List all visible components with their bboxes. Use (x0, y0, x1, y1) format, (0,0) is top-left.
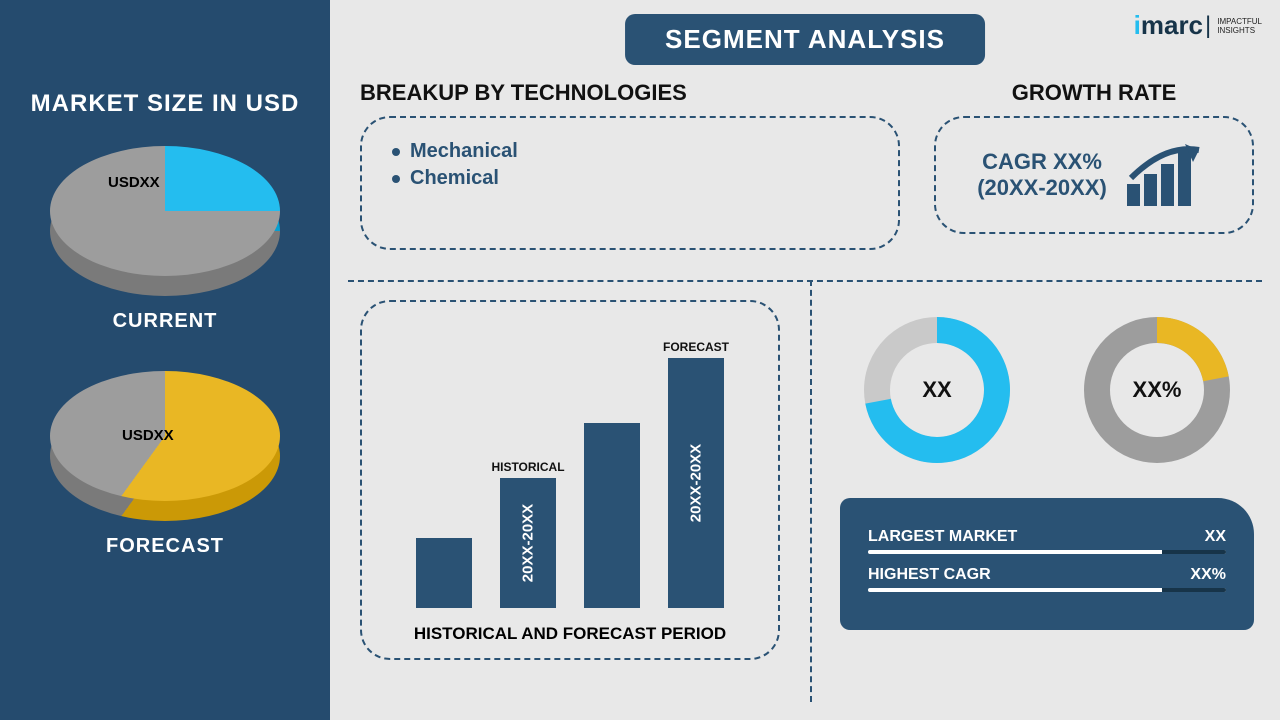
info-value: XX% (1190, 566, 1226, 584)
pie-forecast: USDXX FORECAST (50, 371, 280, 558)
growth-section: GROWTH RATE CAGR XX% (20XX-20XX) (934, 80, 1254, 234)
bar: FORECAST20XX-20XX (668, 358, 724, 608)
info-label: LARGEST MARKET (868, 528, 1017, 546)
pie-caption: FORECAST (106, 535, 224, 558)
divider-horizontal (348, 280, 1262, 282)
pie-value-label: USDXX (122, 427, 174, 444)
divider-vertical (810, 280, 812, 702)
market-size-panel: MARKET SIZE IN USD USDXX CURRENT USDXX F… (0, 0, 330, 720)
breakup-item: Chemical (392, 167, 868, 190)
bar-top-label: FORECAST (663, 340, 729, 354)
info-value: XX (1205, 528, 1226, 546)
metrics-section: XX XX% LARGEST MARKET XX HIGHEST CAGR XX% (840, 310, 1254, 630)
info-card: LARGEST MARKET XX HIGHEST CAGR XX% (840, 498, 1254, 630)
period-chart-box: HISTORICAL20XX-20XXFORECAST20XX-20XX HIS… (360, 300, 780, 660)
bar: HISTORICAL20XX-20XX (500, 478, 556, 608)
breakup-box: Mechanical Chemical (360, 116, 900, 250)
donut-row: XX XX% (840, 310, 1254, 470)
brand-logo: imarc | IMPACTFUL INSIGHTS (1134, 10, 1262, 41)
info-gauge (868, 588, 1226, 592)
market-size-title: MARKET SIZE IN USD (31, 90, 300, 118)
donut-label: XX (922, 377, 951, 403)
logo-tagline: IMPACTFUL INSIGHTS (1217, 17, 1262, 35)
bar (416, 538, 472, 608)
pie-current: USDXX CURRENT (50, 146, 280, 333)
period-chart-caption: HISTORICAL AND FORECAST PERIOD (362, 624, 778, 644)
info-gauge (868, 550, 1226, 554)
growth-box: CAGR XX% (20XX-20XX) (934, 116, 1254, 234)
logo-text: imarc (1134, 10, 1203, 41)
growth-title: GROWTH RATE (934, 80, 1254, 106)
pie-value-label: USDXX (108, 174, 160, 191)
bar-side-label: 20XX-20XX (520, 504, 537, 582)
breakup-item: Mechanical (392, 140, 868, 163)
bar-side-label: 20XX-20XX (688, 444, 705, 522)
page-title: SEGMENT ANALYSIS (625, 14, 985, 65)
bar-chart: HISTORICAL20XX-20XXFORECAST20XX-20XX (402, 348, 738, 608)
info-row: HIGHEST CAGR XX% (868, 566, 1226, 584)
donut-chart: XX (857, 310, 1017, 470)
breakup-section: BREAKUP BY TECHNOLOGIES Mechanical Chemic… (360, 80, 900, 250)
bar-top-label: HISTORICAL (491, 460, 564, 474)
bar (584, 423, 640, 608)
info-row: LARGEST MARKET XX (868, 528, 1226, 546)
donut-label: XX% (1133, 377, 1182, 403)
pie-caption: CURRENT (113, 310, 218, 333)
period-chart-section: HISTORICAL20XX-20XXFORECAST20XX-20XX HIS… (360, 300, 780, 660)
donut-chart: XX% (1077, 310, 1237, 470)
main-area: SEGMENT ANALYSIS imarc | IMPACTFUL INSIG… (330, 0, 1280, 720)
breakup-list: Mechanical Chemical (392, 140, 868, 190)
breakup-title: BREAKUP BY TECHNOLOGIES (360, 80, 900, 106)
growth-text: CAGR XX% (20XX-20XX) (977, 149, 1107, 201)
info-label: HIGHEST CAGR (868, 566, 991, 584)
growth-chart-icon (1125, 140, 1211, 210)
